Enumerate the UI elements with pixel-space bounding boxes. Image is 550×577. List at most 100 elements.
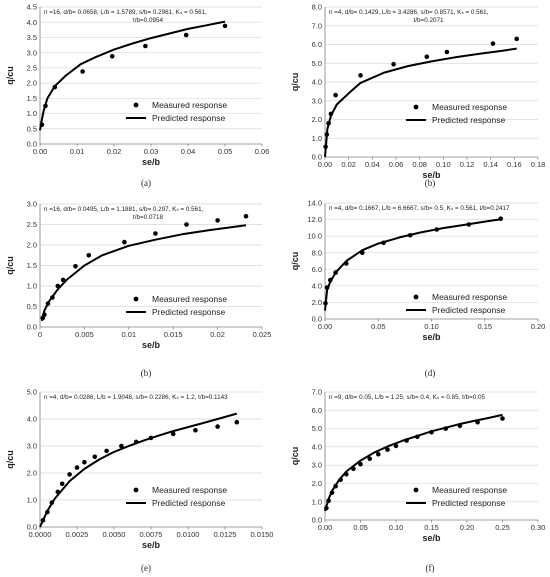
- panel-label: (b): [141, 368, 152, 378]
- x-tick-label: 0.015: [164, 330, 183, 339]
- predicted-response-line: [324, 47, 517, 158]
- y-tick-label: 0.0: [312, 153, 322, 162]
- y-tick-label: 4.5: [27, 3, 37, 12]
- y-tick-label: 1.0: [312, 134, 322, 143]
- y-tick-label: 0.5: [27, 302, 37, 311]
- x-tick-label: 0.10: [436, 160, 451, 169]
- measured-response-point: [122, 239, 127, 245]
- y-tick-label: 6.0: [312, 265, 322, 274]
- x-tick-label: 0.18: [531, 160, 546, 169]
- measured-response-point: [183, 32, 189, 38]
- y-tick-label: 8.0: [312, 3, 322, 12]
- panel-label: (e): [141, 563, 151, 573]
- y-tick-label: 0.0: [312, 315, 322, 324]
- measured-response-point: [109, 54, 115, 59]
- y-tick-label: 3.5: [27, 33, 37, 42]
- chart-panel-1: 0.0 0.5 1.0 1.5 2.0 2.5 3.0 3.5 4.0 4.5 0.00 0.01 0.…: [5, 3, 269, 188]
- measured-response-point: [376, 451, 381, 457]
- x-tick-label: 0.15: [477, 322, 492, 331]
- panel-label: (d): [425, 368, 436, 378]
- measured-response-point: [215, 218, 220, 223]
- x-tick-label: 0.30: [531, 523, 546, 532]
- x-tick-label: 0.0050: [103, 530, 126, 539]
- measured-response-point: [490, 41, 496, 46]
- chart-panel-5: 0.0 1.0 2.0 3.0 4.0 5.0 0.0000 0.0025 0.0050 0.00…: [5, 388, 273, 573]
- x-tick-label: 0.005: [75, 330, 94, 339]
- measured-response-point: [367, 456, 373, 462]
- chart-panel-3: 0.0 0.5 1.0 1.5 2.0 2.5 3.0 0 0.005 0.01 0.015 0.02…: [5, 200, 271, 378]
- legend-entry: Measured response: [152, 100, 227, 110]
- measured-response-point: [222, 23, 228, 29]
- y-tick-label: 0.0: [312, 516, 322, 525]
- y-tick-label: 2.0: [27, 469, 37, 478]
- y-axis-label: q/cu: [5, 256, 15, 275]
- chart-panel-4: 0.0 2.0 4.0 6.0 8.0 10.0 12.0 14.0 0.00 0.05 0.10 0…: [290, 199, 545, 378]
- y-tick-label: 2.0: [312, 115, 322, 124]
- chart-panel-2: 0.0 1.0 2.0 3.0 4.0 5.0 6.0 7.0 8.0 0.00 0.02 0.04 0…: [290, 3, 545, 188]
- measured-response-point: [74, 465, 80, 470]
- x-tick-label: 0.05: [218, 147, 233, 156]
- y-tick-label: 2.0: [312, 479, 322, 488]
- measured-response-point: [358, 73, 363, 78]
- x-tick-label: 0.0075: [140, 530, 163, 539]
- legend-entry: Predicted response: [432, 305, 506, 315]
- y-tick-label: 7.0: [312, 21, 322, 30]
- x-tick-label: 0.14: [483, 160, 498, 169]
- x-tick-label: 0.02: [210, 330, 225, 339]
- legend-entry: Predicted response: [432, 115, 506, 125]
- measured-response-point: [424, 54, 430, 59]
- y-axis-label: q/cu: [290, 73, 300, 92]
- x-tick-label: 0.08: [412, 160, 427, 169]
- legend: Measured response Predicted response: [126, 485, 227, 508]
- measured-response-point: [86, 253, 92, 258]
- y-tick-label: 5.0: [312, 424, 322, 433]
- x-tick-label: 0.12: [460, 160, 475, 169]
- x-tick-label: 0.00: [318, 160, 333, 169]
- measured-response-point: [193, 428, 198, 433]
- x-tick-label: 0.01: [121, 330, 136, 339]
- y-tick-label: 12.0: [307, 215, 322, 224]
- legend-entry: Predicted response: [152, 498, 226, 508]
- x-tick-label: 0.04: [365, 160, 380, 169]
- y-tick-label: 0.0: [27, 140, 37, 149]
- parameter-annotation: n =4, d/b= 0.1667, L/b = 6.6667, s/b= 0.…: [329, 205, 510, 212]
- y-tick-label: 14.0: [307, 199, 322, 208]
- y-axis-label: q/cu: [5, 66, 15, 85]
- measured-response-point: [215, 424, 220, 429]
- measured-response-point: [153, 231, 158, 236]
- legend: Measured response Predicted response: [126, 294, 227, 317]
- y-tick-label: 1.5: [27, 94, 37, 103]
- measured-response-point: [104, 448, 109, 454]
- y-tick-label: 3.0: [27, 48, 37, 57]
- measured-response-point: [59, 481, 65, 487]
- y-tick-label: 1.0: [27, 109, 37, 118]
- parameter-annotation: n =4, d/b= 0.1429, L/b = 3.4286, s/b= 0.…: [329, 9, 489, 16]
- y-tick-label: 3.0: [312, 461, 322, 470]
- measured-response-point: [391, 61, 396, 67]
- legend: Measured response Predicted response: [126, 100, 227, 123]
- y-tick-label: 2.5: [27, 63, 37, 72]
- y-tick-label: 4.0: [27, 415, 37, 424]
- parameter-annotation: n =9, d/b= 0.05, L/b = 1.25, s/b= 0.4, K…: [329, 394, 486, 401]
- measured-response-point: [80, 69, 85, 74]
- legend-entry: Measured response: [432, 102, 507, 112]
- x-axis-label: se/b: [422, 170, 441, 180]
- legend-marker-swatch: [413, 104, 419, 110]
- predicted-response-line: [39, 412, 238, 528]
- y-tick-label: 1.0: [27, 496, 37, 505]
- measured-response-point: [385, 447, 390, 452]
- parameter-annotation: t/b=0.0718: [133, 214, 163, 221]
- x-tick-label: 0.00: [33, 147, 48, 156]
- legend-entry: Measured response: [432, 292, 507, 302]
- measured-response-point: [234, 419, 240, 425]
- y-tick-label: 8.0: [312, 248, 322, 257]
- parameter-annotation: t/b=0.2071: [414, 17, 444, 24]
- y-tick-label: 1.0: [27, 282, 37, 291]
- y-tick-label: 6.0: [312, 40, 322, 49]
- panel-label: (a): [141, 178, 151, 188]
- y-tick-label: 3.0: [312, 96, 322, 105]
- legend-marker-swatch: [413, 294, 419, 300]
- x-tick-label: 0.0000: [29, 530, 52, 539]
- y-tick-label: 2.5: [27, 220, 37, 229]
